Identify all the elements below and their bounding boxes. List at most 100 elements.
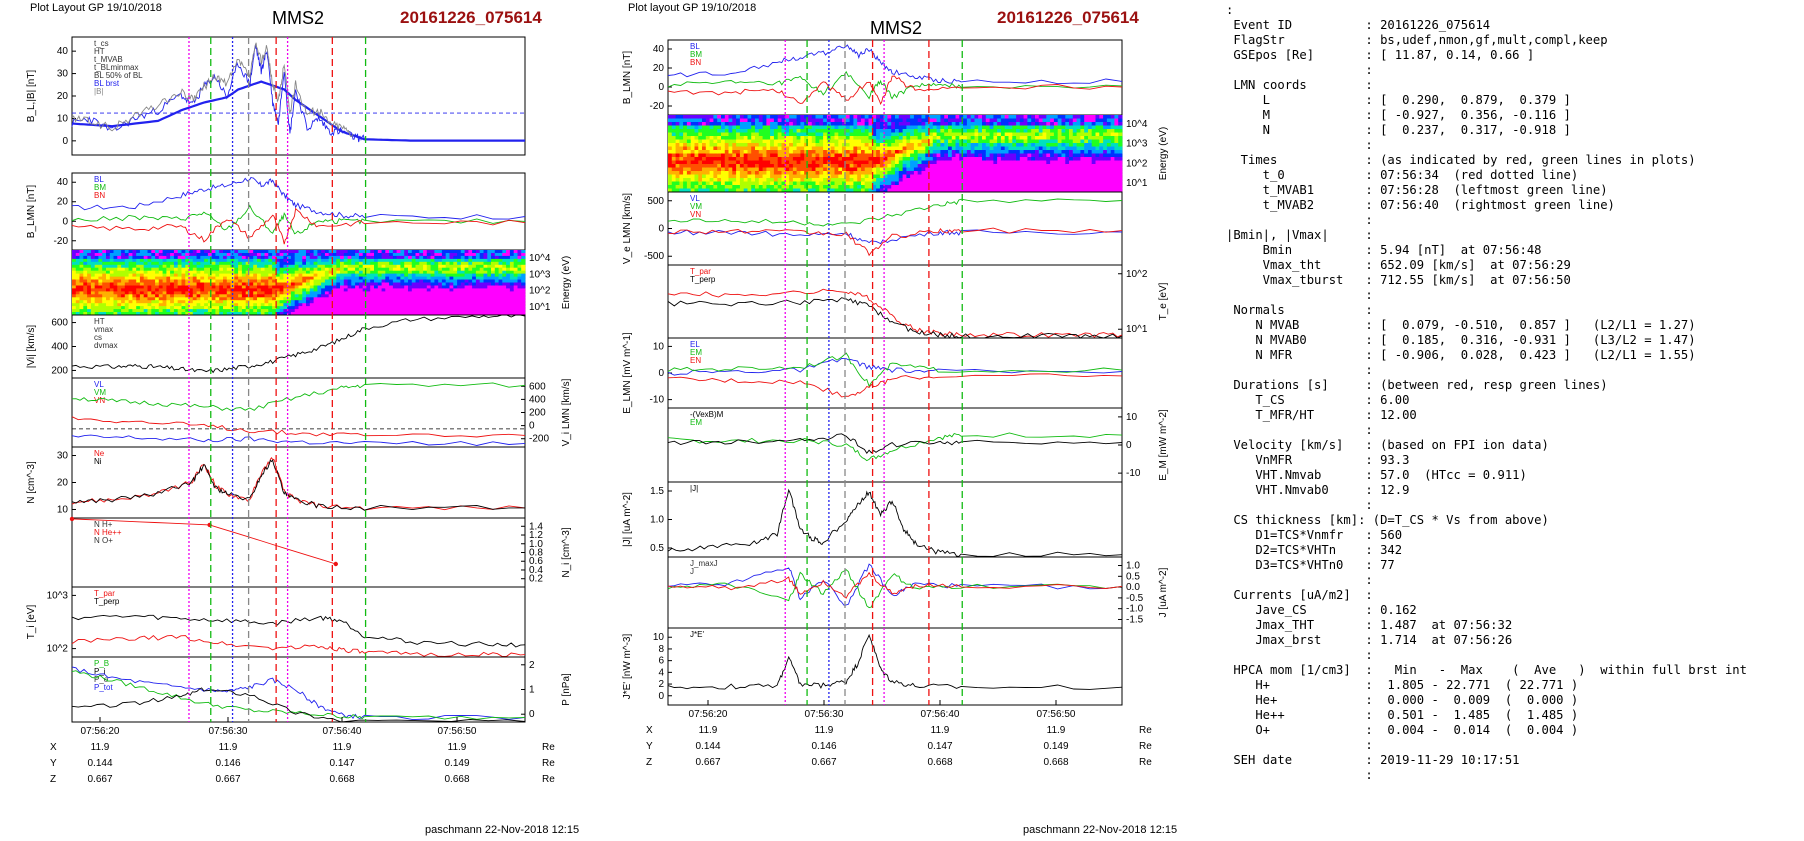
spectrogram-cell <box>313 273 318 277</box>
spectrogram-cell <box>241 282 247 286</box>
spectrogram-cell <box>724 129 729 133</box>
spectrogram-cell <box>392 276 398 280</box>
spectrogram-cell <box>985 167 990 172</box>
spectrogram-cell <box>155 288 160 292</box>
legend-entry: N He++ <box>94 528 122 537</box>
spectrogram-cell <box>438 264 443 269</box>
spectrogram-cell <box>434 264 439 269</box>
spectrogram-cell <box>724 143 729 147</box>
spectrogram-cell <box>713 115 718 119</box>
spectrogram-cell <box>472 282 477 286</box>
spectrogram-cell <box>211 264 216 269</box>
spectrogram-cell <box>109 261 114 266</box>
spectrogram-cell <box>430 273 435 277</box>
spectrogram-cell <box>717 157 722 161</box>
spectrogram-cell <box>189 253 194 257</box>
spectrogram-cell <box>494 300 499 304</box>
spectrogram-cell <box>948 157 953 161</box>
spectrogram-cell <box>268 300 273 304</box>
spectrogram-cell <box>1027 185 1032 189</box>
spectrogram-cell <box>457 267 462 272</box>
spectrogram-cell <box>479 250 484 254</box>
spectrogram-cell <box>377 309 382 313</box>
spectrogram-cell <box>883 174 888 179</box>
spectrogram-cell <box>868 188 873 193</box>
spectrogram-cell <box>173 250 179 254</box>
spectrogram-cell <box>913 115 919 119</box>
spectrogram-cell <box>94 270 99 275</box>
spectrogram-cell <box>966 115 972 119</box>
spectrogram-cell <box>234 288 239 292</box>
spectrogram-cell <box>377 253 382 257</box>
position-value: 0.144 <box>87 758 112 769</box>
spectrogram-cell <box>1023 181 1028 186</box>
spectrogram-cell <box>948 118 953 123</box>
spectrogram-cell <box>705 164 710 168</box>
spectrogram-cell <box>789 185 794 189</box>
spectrogram-cell <box>739 167 745 172</box>
spectrogram-cell <box>72 264 77 269</box>
spectrogram-cell <box>732 167 737 172</box>
spectrogram-cell <box>982 118 987 123</box>
spectrogram-cell <box>234 270 239 275</box>
spectrogram-cell <box>959 157 964 161</box>
spectrogram-cell <box>755 146 760 151</box>
spectrogram-cell <box>823 136 828 140</box>
spectrogram-cell <box>79 294 84 298</box>
spectrogram-cell <box>83 291 88 295</box>
spectrogram-cell <box>147 267 152 272</box>
spectrogram-cell <box>804 164 809 168</box>
spectrogram-cell <box>121 291 126 295</box>
spectrogram-cell <box>777 129 782 133</box>
spectrogram-cell <box>925 188 930 193</box>
spectrogram-cell <box>777 185 782 189</box>
spectrogram-cell <box>196 285 201 289</box>
spectrogram-cell <box>709 188 714 193</box>
spectrogram-cell <box>479 294 484 298</box>
spectrogram-cell <box>955 139 960 144</box>
spectrogram-cell <box>290 285 296 289</box>
spectrogram-cell <box>317 297 322 301</box>
spectrogram-cell <box>166 285 171 289</box>
series-line-BL brst <box>71 44 365 143</box>
spectrogram-cell <box>139 306 145 310</box>
spectrogram-cell <box>921 153 926 158</box>
spectrogram-cell <box>509 264 515 269</box>
spectrogram-cell <box>921 125 926 130</box>
spectrogram-cell <box>838 146 843 151</box>
spectrogram-cell <box>770 164 775 168</box>
spectrogram-cell <box>253 294 258 298</box>
spectrogram-cell <box>83 309 88 313</box>
spectrogram-cell <box>317 258 322 263</box>
spectrogram-cell <box>396 279 401 283</box>
spectrogram-cell <box>158 253 163 257</box>
position-value: 0.668 <box>329 774 354 785</box>
spectrogram-cell <box>1031 185 1036 189</box>
spectrogram-cell <box>389 261 394 266</box>
spectrogram-cell <box>819 160 824 165</box>
spectrogram-cell <box>124 276 129 280</box>
spectrogram-cell <box>702 178 707 182</box>
spectrogram-cell <box>1027 150 1032 154</box>
spectrogram-cell <box>351 306 356 310</box>
spectrogram-cell <box>219 270 224 275</box>
spectrogram-cell <box>238 294 243 298</box>
spectrogram-cell <box>1035 115 1040 119</box>
spectrogram-cell <box>400 253 405 257</box>
spectrogram-cell <box>106 291 111 295</box>
spectrogram-cell <box>87 288 92 292</box>
spectrogram-cell <box>207 285 213 289</box>
spectrogram-cell <box>200 288 205 292</box>
spectrogram-cell <box>219 306 224 310</box>
spectrogram-cell <box>773 174 779 179</box>
spectrogram-cell <box>808 136 813 140</box>
spectrogram-cell <box>895 136 900 140</box>
spectrogram-cell <box>982 129 987 133</box>
spectrogram-cell <box>336 250 341 254</box>
spectrogram-cell <box>83 255 88 260</box>
spectrogram-cell <box>883 129 888 133</box>
spectrogram-cell <box>166 276 171 280</box>
spectrogram-cell <box>808 143 813 147</box>
spectrogram-cell <box>955 167 960 172</box>
spectrogram-cell <box>819 143 824 147</box>
